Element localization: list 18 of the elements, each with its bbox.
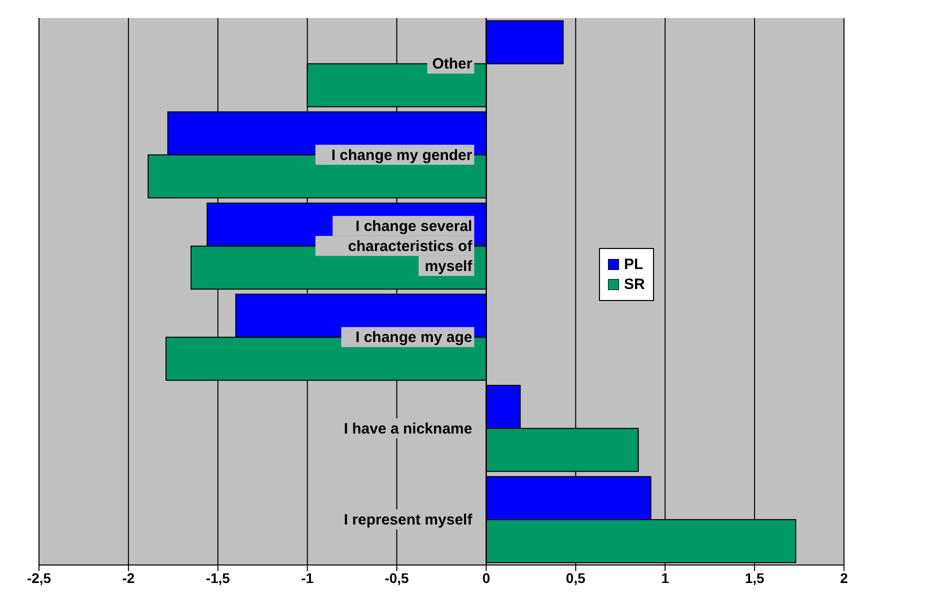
x-tick-label: -0,5 [384, 570, 410, 586]
x-tick-label: -2,5 [26, 570, 52, 586]
y-tick-label: Other [432, 55, 472, 72]
legend-label: PL [624, 256, 644, 273]
legend-label: SR [624, 276, 645, 293]
x-tick-label: -1 [301, 570, 314, 586]
x-tick-label: 1 [661, 570, 670, 586]
x-tick-label: 1,5 [744, 570, 764, 586]
y-tick-label: I change my gender [331, 146, 472, 164]
y-tick-label: I change several characteristics of myself [348, 217, 474, 274]
x-tick-label: -1,5 [206, 570, 230, 586]
y-tick-label: I have a nickname [344, 420, 472, 437]
x-tick-label: 0 [482, 570, 490, 586]
x-tick-label: 0,5 [566, 570, 586, 586]
x-tick-label: 2 [840, 570, 848, 586]
y-tick-label: I represent myself [344, 510, 474, 528]
x-tick-label: -2 [122, 570, 135, 586]
y-tick-label: I change my age [356, 328, 472, 346]
